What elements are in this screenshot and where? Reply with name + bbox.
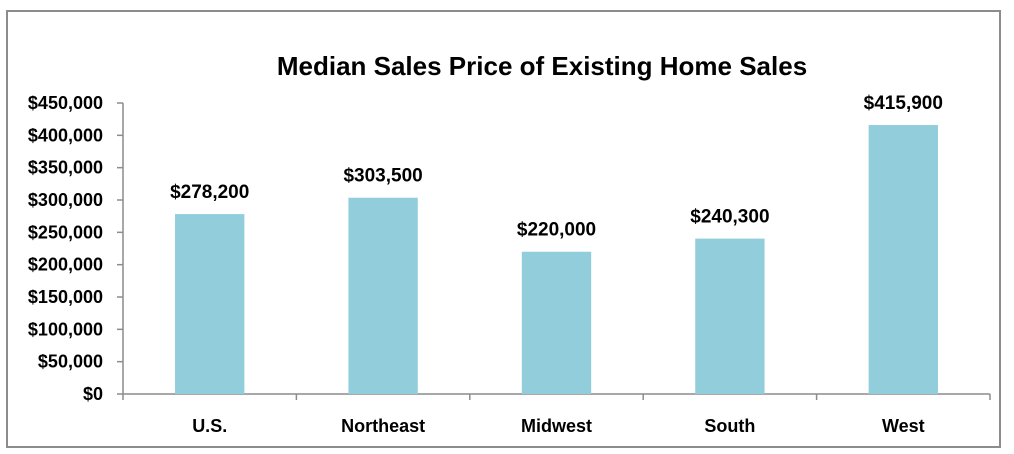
x-tick-label: U.S. (192, 416, 227, 436)
y-tick-label: $200,000 (28, 255, 103, 275)
data-label: $303,500 (343, 166, 422, 187)
x-axis: U.S. Northeast Midwest South West (122, 393, 991, 436)
data-label: $278,200 (170, 182, 249, 203)
bar-south (695, 238, 765, 394)
data-labels: $278,200 $303,500 $220,000 $240,300 $415,900 (170, 93, 943, 241)
y-tick-label: $50,000 (38, 352, 103, 372)
x-tick-label: South (704, 416, 755, 436)
chart-frame (6, 10, 1001, 448)
bar-west (868, 125, 938, 394)
data-label: $240,300 (690, 207, 769, 228)
data-label: $415,900 (864, 93, 943, 114)
y-tick-label: $400,000 (28, 125, 103, 145)
bar-midwest (521, 251, 592, 394)
bars (175, 125, 938, 394)
x-tick-label: Northeast (341, 416, 425, 436)
bar-northeast (348, 197, 418, 394)
y-tick-label: $150,000 (28, 287, 103, 307)
bar-us (175, 214, 245, 394)
data-label: $220,000 (517, 220, 596, 241)
y-tick-label: $450,000 (28, 93, 103, 113)
y-axis: $0 $50,000 $100,000 $150,000 $200,000 $250,00… (28, 93, 124, 404)
y-tick-label: $250,000 (28, 222, 103, 242)
x-tick-label: Midwest (521, 416, 592, 436)
y-tick-label: $350,000 (28, 158, 103, 178)
x-tick-label: West (882, 416, 925, 436)
y-tick-label: $0 (83, 384, 103, 404)
chart-title: Median Sales Price of Existing Home Sale… (277, 51, 807, 81)
y-tick-label: $300,000 (28, 190, 103, 210)
y-tick-label: $100,000 (28, 319, 103, 339)
